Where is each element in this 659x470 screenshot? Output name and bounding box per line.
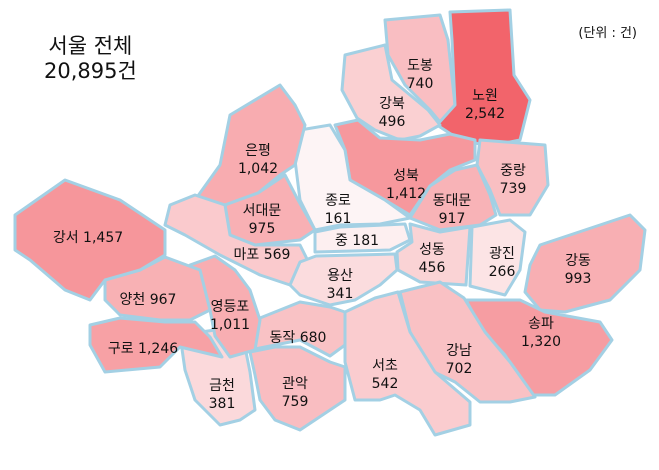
district-shape	[408, 163, 498, 232]
district-label: 구로 1,246	[108, 341, 178, 357]
district-name: 용산	[327, 268, 353, 284]
district-value: 740	[407, 76, 434, 92]
district-value: 1,042	[238, 161, 278, 177]
district-5: 동대문 917	[408, 163, 498, 232]
district-name: 성동	[419, 242, 445, 258]
district-label: 마포 569	[234, 247, 291, 263]
district-12: 성동 456	[395, 222, 472, 287]
district-value: 542	[372, 376, 399, 392]
district-value: 993	[565, 271, 592, 287]
district-name: 강동	[565, 253, 591, 269]
district-name: 광진	[489, 246, 515, 262]
district-name: 서대문	[243, 203, 282, 219]
seoul-total: 서울 전체 20,895건	[44, 34, 137, 84]
district-value: 1,320	[521, 334, 561, 350]
district-label: 동작 680	[270, 330, 327, 346]
district-6: 종로 161	[293, 123, 412, 232]
district-7: 은평 1,042	[193, 83, 307, 207]
district-value: 456	[419, 260, 446, 276]
district-shape	[523, 213, 647, 314]
district-name: 금천	[209, 378, 235, 394]
district-shape	[293, 123, 412, 232]
district-name: 강북	[379, 96, 405, 112]
district-name: 송파	[528, 316, 554, 332]
district-name: 노원	[472, 88, 498, 104]
district-value: 266	[489, 264, 516, 280]
district-value: 702	[446, 361, 473, 377]
district-14: 강동 993	[523, 213, 647, 314]
district-label: 양천 967	[120, 292, 177, 308]
district-17: 서초 542	[343, 290, 472, 437]
district-shape	[468, 218, 527, 297]
district-name: 관악	[282, 376, 308, 392]
unit-label: (단위 : 건)	[578, 26, 637, 41]
district-shape	[193, 83, 307, 207]
district-name: 성북	[393, 168, 419, 184]
district-name: 중랑	[500, 163, 526, 179]
district-value: 1,412	[386, 186, 426, 202]
district-name: 영등포	[211, 299, 250, 315]
district-shape	[248, 300, 347, 358]
district-23: 구로 1,246	[88, 316, 224, 374]
district-21: 영등포 1,011	[188, 254, 262, 359]
district-name: 동대문	[433, 193, 472, 209]
district-shape	[343, 290, 472, 437]
district-shape	[313, 222, 412, 254]
district-label: 강서 1,457	[53, 230, 123, 246]
district-value: 496	[379, 114, 406, 130]
district-name: 도봉	[407, 58, 433, 74]
district-name: 종로	[325, 193, 351, 209]
district-shape	[248, 345, 347, 432]
district-shape	[395, 222, 472, 287]
district-value: 2,542	[465, 106, 505, 122]
district-name: 은평	[245, 143, 271, 159]
district-13: 광진 266	[468, 218, 527, 297]
district-24: 강서 1,457	[13, 178, 167, 302]
district-label: 중 181	[335, 233, 379, 249]
total-value: 20,895건	[44, 59, 137, 83]
district-shape	[340, 43, 442, 142]
district-value: 341	[327, 286, 354, 302]
district-11: 용산 341	[288, 252, 399, 307]
district-name: 서초	[372, 358, 398, 374]
district-16: 강남 702	[398, 280, 537, 404]
total-title: 서울 전체	[48, 34, 133, 58]
district-value: 1,011	[210, 317, 250, 333]
district-0: 도봉 740	[383, 13, 457, 124]
district-value: 975	[249, 221, 276, 237]
district-value: 917	[439, 211, 466, 227]
district-19: 관악 759	[248, 345, 347, 432]
district-shape	[288, 252, 399, 307]
district-value: 161	[325, 211, 352, 227]
district-value: 739	[500, 181, 527, 197]
district-value: 381	[209, 396, 236, 412]
district-shape	[13, 178, 167, 302]
district-2: 강북 496	[340, 43, 442, 142]
district-18: 동작 680	[248, 300, 347, 358]
district-10: 중 181	[313, 222, 412, 254]
district-value: 759	[282, 394, 309, 410]
district-name: 강남	[446, 343, 472, 359]
district-shape	[88, 316, 224, 374]
